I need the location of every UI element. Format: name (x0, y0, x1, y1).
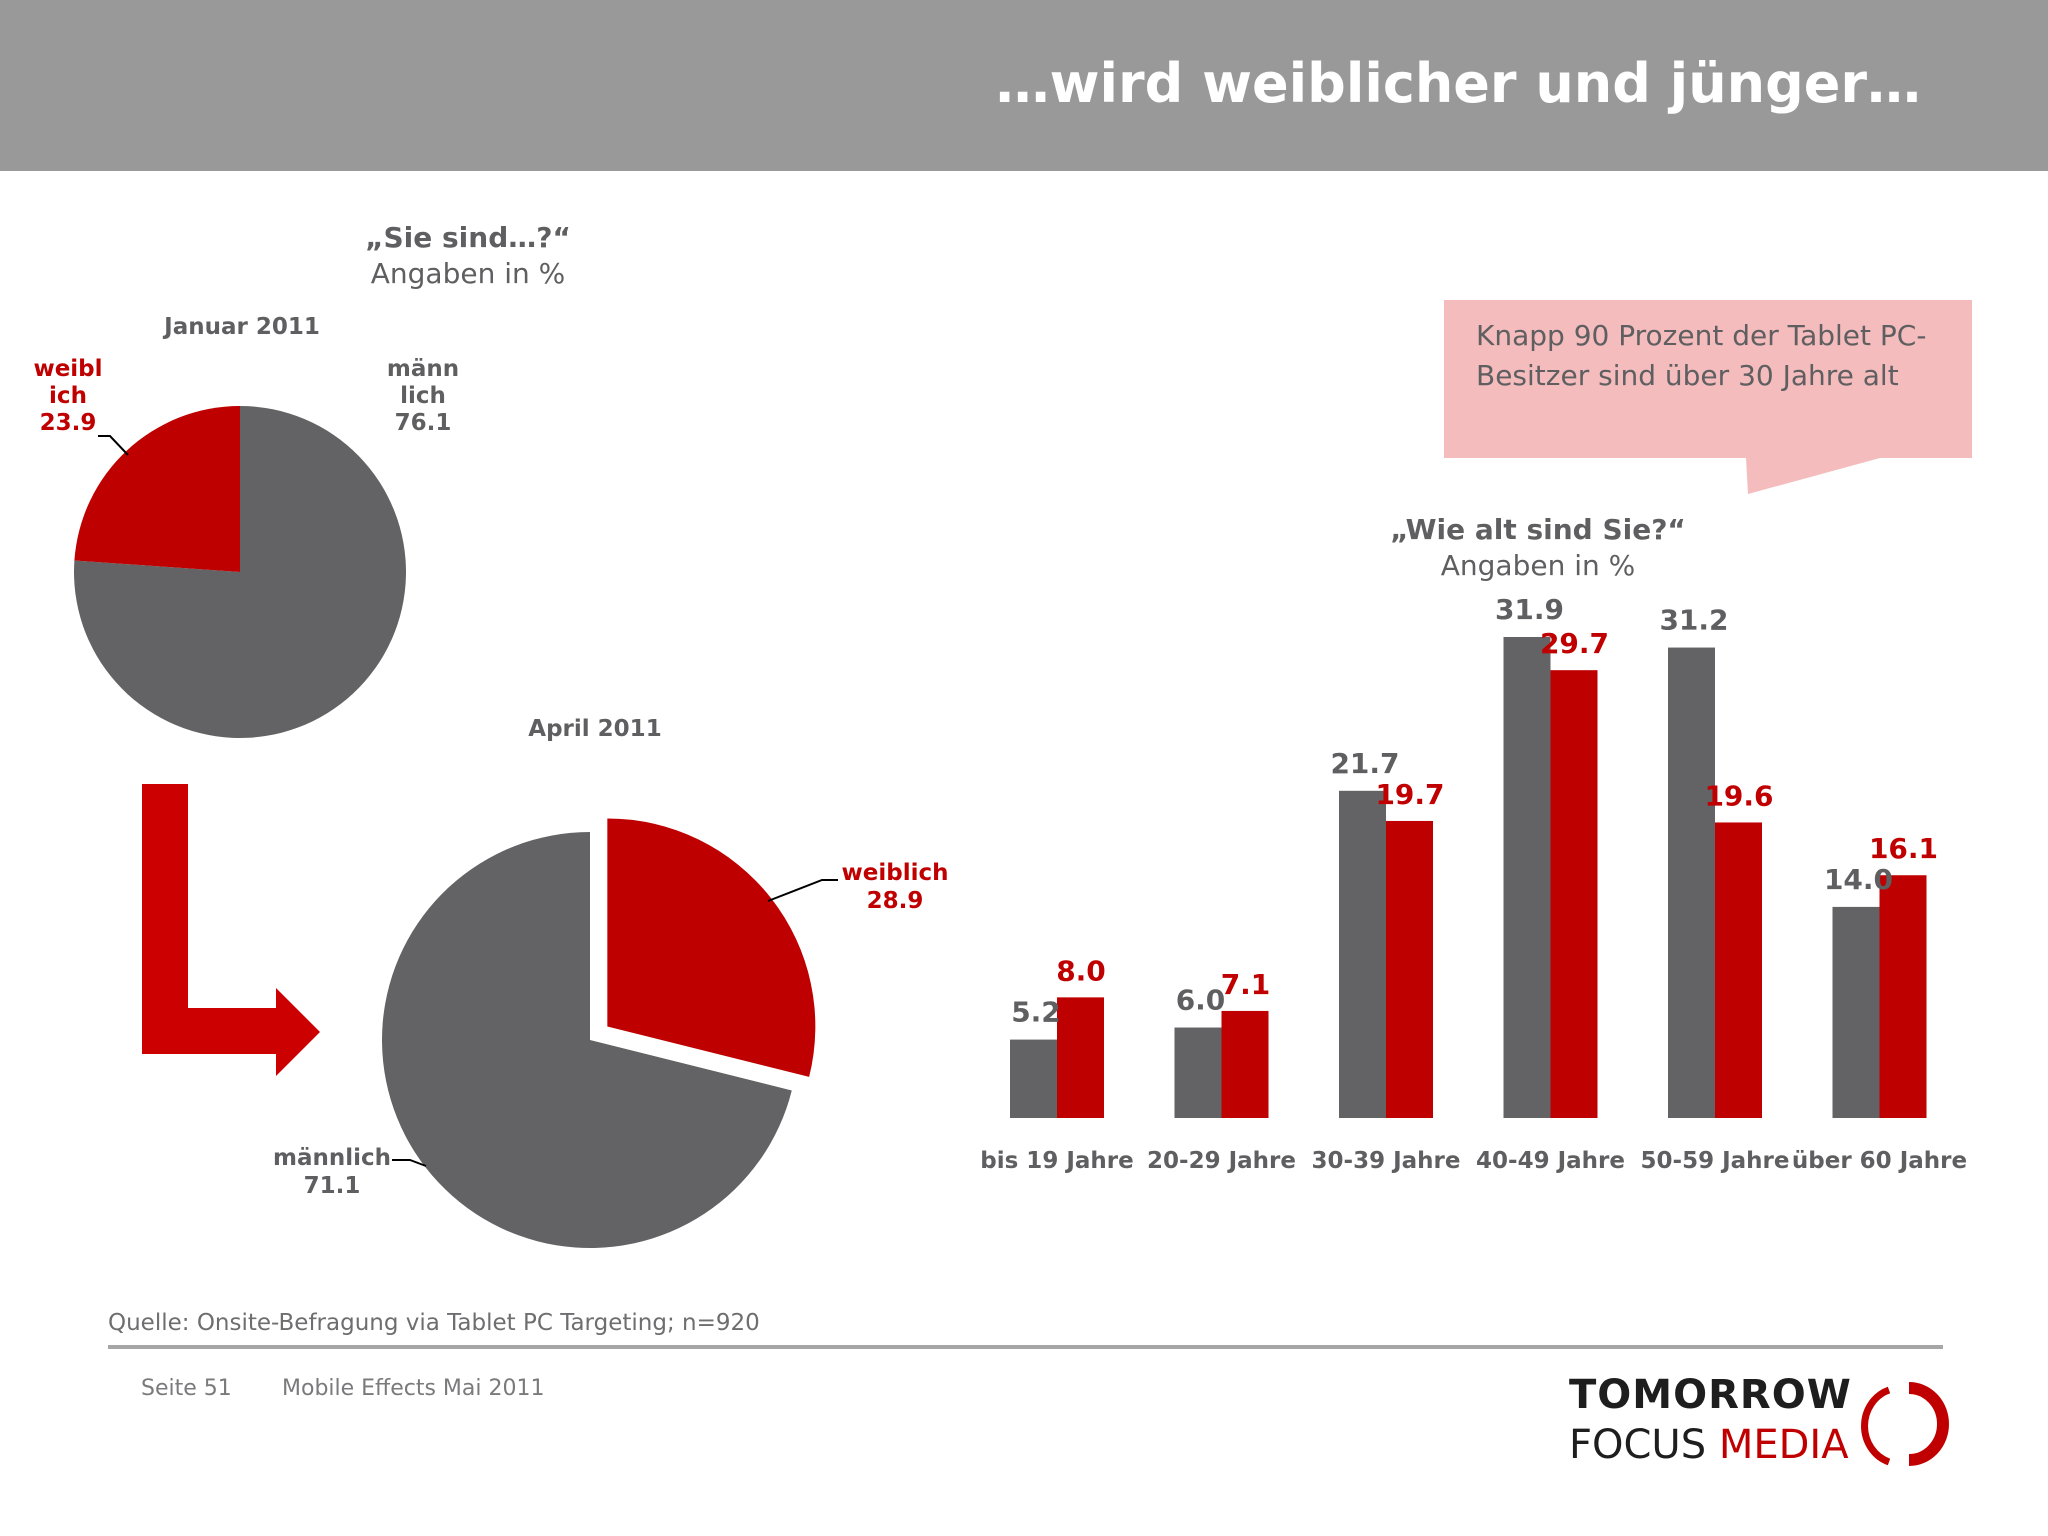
pie1-leader-line (98, 435, 129, 456)
footer-report-name: Mobile Effects Mai 2011 (282, 1376, 545, 1401)
logo-line-2: FOCUS MEDIA (1569, 1422, 1849, 1468)
bar-januar-1 (1174, 1027, 1222, 1118)
pie2-label-maennlich: männlich 71.1 (273, 1145, 391, 1199)
bar-label-januar-4: 31.2 (1659, 604, 1728, 637)
pie2-title: April 2011 (528, 716, 661, 742)
pie1-label-maennlich: männ lich 76.1 (387, 356, 459, 436)
callout-shape (1444, 300, 1972, 494)
bar-label-januar-5: 14.0 (1824, 863, 1893, 896)
bar-januar-4 (1668, 647, 1715, 1118)
source-note: Quelle: Onsite-Befragung via Tablet PC T… (108, 1310, 760, 1336)
bar-label-april-4: 19.6 (1704, 779, 1773, 812)
bar-category-1: 20-29 Jahre (1147, 1148, 1296, 1174)
bar-april-3 (1550, 670, 1598, 1118)
header-bar: …wird weiblicher und jünger… (0, 0, 2048, 171)
bar-label-januar-2: 21.7 (1330, 747, 1399, 780)
bar-label-april-2: 19.7 (1375, 778, 1444, 811)
pie-chart-januar: Januar 2011 weibl ich 23.9 männ lich 76.1 (33, 314, 459, 738)
bar-label-januar-0: 5.2 (1011, 996, 1061, 1029)
transition-arrow-icon (142, 784, 320, 1076)
logo-media: MEDIA (1718, 1422, 1849, 1468)
pie-chart-april: April 2011 weiblich 28.9 männlich 71.1 (273, 716, 949, 1248)
bar-januar-5 (1832, 906, 1880, 1118)
bar-april-5 (1879, 875, 1927, 1118)
pie1-title: Januar 2011 (162, 314, 320, 340)
bar-label-april-5: 16.1 (1869, 832, 1938, 865)
pie-question-subtitle: Angaben in % (370, 257, 566, 290)
pie2-slice-maennlich (382, 832, 792, 1248)
bar-category-4: 50-59 Jahre (1641, 1148, 1790, 1174)
pie-question: „Sie sind…?“ Angaben in % (268, 220, 668, 292)
logo-focus: FOCUS (1569, 1422, 1707, 1468)
callout-text: Knapp 90 Prozent der Tablet PC-Besitzer … (1476, 319, 1927, 392)
bar-question-title: „Wie alt sind Sie?“ (1390, 513, 1686, 546)
footer-page-number: Seite 51 (141, 1376, 232, 1401)
pie2-leader-weiblich (767, 879, 838, 902)
bar-category-3: 40-49 Jahre (1476, 1148, 1625, 1174)
company-logo: TOMORROW FOCUS MEDIA (1565, 1372, 1955, 1480)
callout-bubble (1444, 300, 1972, 494)
bar-category-2: 30-39 Jahre (1312, 1148, 1461, 1174)
bar-april-0 (1057, 997, 1104, 1118)
bar-label-april-1: 7.1 (1221, 968, 1271, 1001)
pie2-leader-maennlich (392, 1159, 427, 1167)
bar-label-april-0: 8.0 (1056, 954, 1106, 987)
bar-januar-3 (1503, 637, 1551, 1118)
pie1-slice-maennlich (73, 406, 406, 738)
logo-ring-icon (1861, 1382, 1949, 1466)
bar-april-4 (1715, 822, 1762, 1118)
pie1-label-weiblich: weibl ich 23.9 (33, 356, 102, 436)
bar-question: „Wie alt sind Sie?“ Angaben in % (1338, 512, 1738, 584)
bar-label-april-3: 29.7 (1540, 627, 1609, 660)
bar-april-2 (1386, 820, 1433, 1118)
logo-line-1: TOMORROW (1569, 1372, 1852, 1418)
bar-label-januar-1: 6.0 (1176, 984, 1226, 1017)
pie2-label-weiblich: weiblich 28.9 (842, 860, 949, 914)
bar-category-0: bis 19 Jahre (980, 1148, 1133, 1174)
bar-label-januar-3: 31.9 (1495, 593, 1564, 626)
bar-januar-0 (1010, 1039, 1057, 1118)
pie-question-title: „Sie sind…?“ (365, 221, 571, 254)
pie2-slice-weiblich (607, 818, 816, 1077)
page-title: …wird weiblicher und jünger… (995, 52, 1921, 115)
bar-april-1 (1221, 1010, 1269, 1118)
bar-januar-2 (1339, 790, 1386, 1118)
pie1-slice-weiblich (74, 406, 240, 572)
footer-divider (108, 1345, 1943, 1349)
bar-category-5: über 60 Jahre (1792, 1148, 1967, 1174)
bar-question-subtitle: Angaben in % (1440, 549, 1636, 582)
